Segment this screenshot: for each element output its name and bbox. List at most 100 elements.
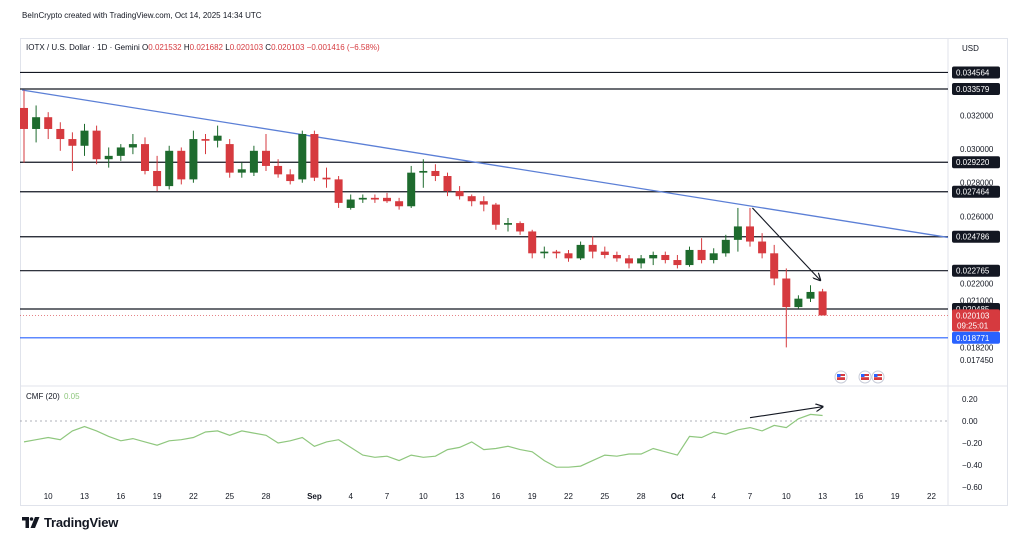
cmf-axis-tick: −0.60 [962, 483, 983, 492]
candle-body [358, 197, 367, 200]
candle-body [455, 191, 464, 197]
cmf-value: 0.05 [64, 392, 80, 401]
candle-body [32, 117, 41, 129]
time-axis-tick: 16 [491, 492, 500, 501]
candle-body [286, 174, 295, 182]
price-axis-tick: 0.017450 [960, 356, 994, 365]
time-axis-tick: 22 [564, 492, 573, 501]
candle-body [189, 139, 198, 180]
candle-body [806, 291, 815, 299]
candle-body [346, 199, 355, 208]
candle-body [709, 253, 718, 261]
us-flag-event-icon [861, 376, 869, 378]
candle-body [758, 241, 767, 254]
candle-body [116, 147, 125, 156]
price-axis-tick: 0.022000 [960, 280, 994, 289]
candle-body [274, 165, 283, 175]
candle-body [201, 139, 210, 141]
candle-body [322, 177, 331, 180]
time-axis-tick: 25 [225, 492, 234, 501]
candle-body [504, 223, 512, 225]
tradingview-logo-icon [22, 517, 40, 528]
candle-body [383, 197, 391, 202]
symbol-legend-part: 0.021532 [148, 43, 184, 52]
level-price-text: 0.027464 [956, 188, 990, 197]
time-axis-tick: 7 [748, 492, 753, 501]
candle-body [128, 144, 137, 148]
candle-body [818, 291, 827, 316]
time-axis-tick: 19 [891, 492, 900, 501]
candle-body [649, 254, 658, 259]
candle-body [153, 170, 162, 187]
time-axis-tick: 4 [711, 492, 716, 501]
symbol-legend-part: H [184, 43, 190, 52]
symbol-legend-part: 0.021682 [190, 43, 226, 52]
symbol-legend-part: −0.001416 (−6.58%) [307, 43, 380, 52]
level-price-label [952, 185, 1000, 198]
price-axis-tick: 0.028000 [960, 179, 994, 188]
us-flag-event-icon [874, 376, 882, 378]
candle-body [165, 150, 174, 187]
candle-body [637, 258, 646, 264]
cmf-label: CMF (20) [26, 392, 60, 401]
candle-body [395, 201, 404, 207]
level-price-text: 0.033579 [956, 85, 990, 94]
time-axis-tick: 19 [528, 492, 537, 501]
symbol-legend-part: 0.020103 [271, 43, 307, 52]
candle-body [44, 117, 53, 129]
time-axis-tick: 25 [600, 492, 609, 501]
symbol-legend-part: C [265, 43, 271, 52]
level-price-text: 0.022765 [956, 267, 990, 276]
level-price-text: 0.034564 [956, 68, 990, 77]
candle-body [746, 226, 754, 242]
time-axis-tick: 10 [419, 492, 428, 501]
descending-trendline [21, 89, 949, 239]
time-axis-tick: 28 [262, 492, 271, 501]
time-axis-tick: 16 [116, 492, 125, 501]
candle-body [213, 135, 222, 141]
price-axis-tick: 0.026000 [960, 212, 994, 221]
candle-body [697, 249, 706, 261]
candle-body [770, 253, 779, 279]
candle-body [516, 223, 525, 232]
candle-body [431, 170, 440, 177]
price-axis-tick: 0.018200 [960, 343, 994, 352]
tradingview-logo: TradingView [22, 515, 118, 530]
cmf-line [23, 413, 823, 468]
candle-body [540, 251, 549, 254]
candle-body [794, 298, 803, 308]
candle-body [576, 244, 585, 259]
cmf-axis-tick: 0.20 [962, 395, 978, 404]
candle-body [310, 134, 319, 178]
candle-body [528, 231, 537, 254]
time-axis-tick: 13 [80, 492, 89, 501]
candle-body [262, 150, 270, 166]
candle-body [237, 169, 246, 173]
symbol-legend-part: 0.020103 [230, 43, 266, 52]
price-axis-tick: 0.030000 [960, 145, 994, 154]
candle-body [564, 253, 573, 259]
candle-body [467, 196, 476, 202]
candle-body [92, 130, 101, 160]
us-flag-event-icon [837, 376, 845, 378]
candle-body [491, 204, 500, 225]
candle-body [721, 239, 730, 254]
chart-credit: BeInCrypto created with TradingView.com,… [22, 11, 262, 20]
candle-body [225, 144, 234, 173]
candle-body [600, 251, 609, 255]
candle-body [443, 176, 452, 192]
candle-body [552, 251, 561, 254]
candle-body [612, 254, 621, 259]
candle-body [479, 201, 488, 205]
time-axis-tick: 10 [782, 492, 791, 501]
symbol-legend-part: O [142, 43, 148, 52]
candle-body [625, 258, 633, 264]
time-axis-tick: 28 [637, 492, 646, 501]
price-downtrend-arrow [752, 207, 820, 280]
chart-frame [20, 38, 1008, 506]
current-price-text: 0.020103 [956, 311, 990, 320]
candle-body [733, 226, 742, 240]
time-axis-tick: 19 [153, 492, 162, 501]
candle-body [20, 107, 28, 129]
